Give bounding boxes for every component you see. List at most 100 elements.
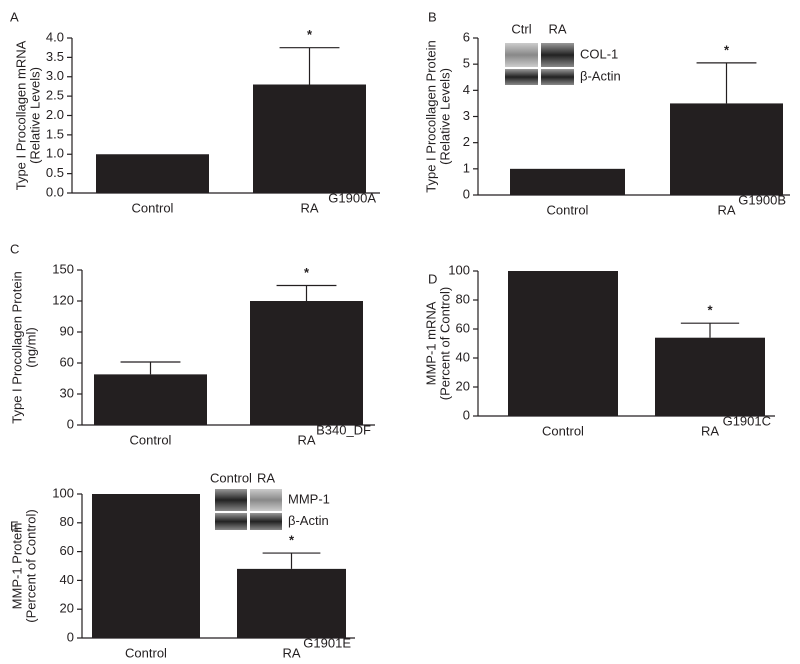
y-tick-label: 100 [448,262,470,277]
blot-band [250,489,282,511]
y-tick-label: 0 [463,186,470,201]
y-axis-label: MMP-1 mRNA [423,301,438,385]
x-tick-label: RA [701,423,719,438]
y-tick-label: 20 [60,601,74,616]
x-tick-label: Control [542,423,584,438]
y-tick-label: 4.0 [46,29,64,44]
y-tick-label: 20 [456,378,470,393]
blot-column-label: RA [257,470,275,485]
bar [96,154,209,193]
y-tick-label: 3 [463,108,470,123]
y-tick-label: 1.0 [46,146,64,161]
error-bar [279,47,340,85]
y-tick-label: 0 [463,407,470,422]
blot-band [541,43,574,67]
blot-row-label: MMP-1 [288,491,330,506]
x-tick-label: RA [282,645,300,660]
x-tick-label: Control [130,432,172,447]
y-tick-label: 0.5 [46,165,64,180]
blot-band [541,69,574,85]
y-tick-label: 0.0 [46,184,64,199]
y-tick-label: 2 [463,134,470,149]
y-tick-label: 0 [67,416,74,431]
panel-label: E [10,518,19,533]
blot-band [505,69,538,85]
blot-column-label: Ctrl [511,21,531,36]
y-axis-label: Type I Procollagen Protein [9,271,24,423]
y-axis-label: (Percent of Control) [23,509,38,622]
x-tick-label: Control [132,200,174,215]
y-tick-label: 40 [456,349,470,364]
bar [508,271,618,416]
x-tick-label: Control [125,645,167,660]
y-tick-label: 80 [60,514,74,529]
blot-band [215,489,247,511]
blot-band [250,513,282,530]
error-bar [696,62,757,104]
error-bar [120,361,181,375]
panel-label: C [10,241,19,256]
x-tick-label: Control [547,202,589,217]
significance-marker: * [304,265,310,280]
y-tick-label: 60 [60,354,74,369]
y-tick-label: 5 [463,56,470,71]
y-tick-label: 60 [456,320,470,335]
x-tick-label: RA [717,202,735,217]
figure-code: G1900B [738,192,786,207]
figure-code: G1901E [303,635,351,650]
blot-row-label: β-Actin [288,513,329,528]
y-tick-label: 3.5 [46,49,64,64]
y-axis-label: MMP-1 Protein [9,523,24,610]
blot-band [505,43,538,67]
y-tick-label: 3.0 [46,68,64,83]
x-tick-label: RA [297,432,315,447]
y-axis-label: (Relative Levels) [437,68,452,165]
y-tick-label: 1 [463,160,470,175]
blot-row-label: COL-1 [580,46,618,61]
y-axis-label: Type I Procollagen Protein [423,40,438,192]
significance-marker: * [289,532,295,547]
y-tick-label: 2.5 [46,88,64,103]
bar [92,494,200,638]
error-bar [680,322,740,338]
y-tick-label: 6 [463,29,470,44]
y-tick-label: 100 [52,485,74,500]
significance-marker: * [707,303,713,318]
blot-band [215,513,247,530]
x-tick-label: RA [300,200,318,215]
error-bar [276,284,337,301]
bar [94,374,207,425]
y-axis-label: (Relative Levels) [27,67,42,164]
y-tick-label: 60 [60,543,74,558]
figure-code: G1900A [328,190,376,205]
blot-column-label: Control [210,470,252,485]
significance-marker: * [724,42,730,57]
y-tick-label: 0 [67,629,74,644]
figure-code: B340_DF [316,422,371,437]
y-tick-label: 1.5 [46,126,64,141]
y-tick-label: 4 [463,82,470,97]
y-tick-label: 90 [60,323,74,338]
bar [250,301,363,425]
y-tick-label: 150 [52,261,74,276]
panel-label: A [10,9,19,24]
bar [655,337,765,416]
error-bar [262,552,321,569]
y-axis-label: (ng/ml) [23,327,38,367]
y-axis-label: Type I Procollagen mRNA [13,40,28,190]
bar [510,168,625,195]
y-tick-label: 80 [456,291,470,306]
y-tick-label: 2.0 [46,107,64,122]
panel-label: D [428,271,437,286]
y-axis-label: (Percent of Control) [437,287,452,400]
blot-column-label: RA [548,21,566,36]
y-tick-label: 120 [52,292,74,307]
y-tick-label: 40 [60,572,74,587]
figure-code: G1901C [723,413,771,428]
blot-row-label: β-Actin [580,68,621,83]
significance-marker: * [307,27,313,42]
y-tick-label: 30 [60,385,74,400]
bar [670,103,783,195]
